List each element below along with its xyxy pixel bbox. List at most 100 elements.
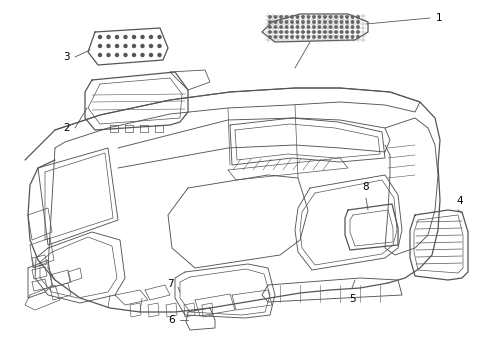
Circle shape xyxy=(149,54,152,57)
Circle shape xyxy=(291,26,293,28)
Circle shape xyxy=(313,36,315,38)
Text: 2: 2 xyxy=(63,123,70,133)
Circle shape xyxy=(269,16,271,18)
Circle shape xyxy=(340,26,343,28)
Circle shape xyxy=(285,21,288,23)
Circle shape xyxy=(324,36,326,38)
Circle shape xyxy=(132,45,136,48)
Circle shape xyxy=(291,31,293,33)
Circle shape xyxy=(324,31,326,33)
Circle shape xyxy=(307,36,310,38)
Circle shape xyxy=(291,36,293,38)
Circle shape xyxy=(269,36,271,38)
Circle shape xyxy=(335,31,337,33)
Circle shape xyxy=(340,31,343,33)
Circle shape xyxy=(318,21,320,23)
Text: 4: 4 xyxy=(457,196,464,206)
Circle shape xyxy=(124,36,127,39)
Circle shape xyxy=(351,36,354,38)
Circle shape xyxy=(346,31,348,33)
Circle shape xyxy=(302,36,304,38)
Circle shape xyxy=(116,45,119,48)
Text: 3: 3 xyxy=(63,52,70,62)
Circle shape xyxy=(149,36,152,39)
Circle shape xyxy=(158,45,161,48)
Circle shape xyxy=(329,36,332,38)
Circle shape xyxy=(296,16,299,18)
Circle shape xyxy=(269,21,271,23)
Circle shape xyxy=(324,16,326,18)
Circle shape xyxy=(335,16,337,18)
Circle shape xyxy=(291,21,293,23)
Circle shape xyxy=(318,31,320,33)
Circle shape xyxy=(107,36,110,39)
Circle shape xyxy=(107,45,110,48)
Circle shape xyxy=(274,31,277,33)
Circle shape xyxy=(357,31,359,33)
Circle shape xyxy=(307,21,310,23)
Circle shape xyxy=(296,21,299,23)
Circle shape xyxy=(116,36,119,39)
Circle shape xyxy=(335,36,337,38)
Circle shape xyxy=(313,31,315,33)
Circle shape xyxy=(357,16,359,18)
Circle shape xyxy=(285,36,288,38)
Text: 8: 8 xyxy=(363,182,369,192)
Circle shape xyxy=(324,26,326,28)
Circle shape xyxy=(285,26,288,28)
Circle shape xyxy=(285,16,288,18)
Circle shape xyxy=(313,21,315,23)
Circle shape xyxy=(329,31,332,33)
Circle shape xyxy=(346,16,348,18)
Circle shape xyxy=(307,31,310,33)
Circle shape xyxy=(340,16,343,18)
Circle shape xyxy=(313,16,315,18)
Circle shape xyxy=(116,54,119,57)
Circle shape xyxy=(280,21,282,23)
Circle shape xyxy=(280,26,282,28)
Text: 5: 5 xyxy=(349,294,355,304)
Circle shape xyxy=(141,45,144,48)
Circle shape xyxy=(302,16,304,18)
Circle shape xyxy=(141,36,144,39)
Circle shape xyxy=(296,36,299,38)
Circle shape xyxy=(280,36,282,38)
Circle shape xyxy=(274,21,277,23)
Circle shape xyxy=(149,45,152,48)
Circle shape xyxy=(98,36,101,39)
Circle shape xyxy=(274,16,277,18)
Circle shape xyxy=(274,36,277,38)
Circle shape xyxy=(346,26,348,28)
Circle shape xyxy=(280,31,282,33)
Circle shape xyxy=(124,45,127,48)
Circle shape xyxy=(335,26,337,28)
Circle shape xyxy=(291,16,293,18)
Circle shape xyxy=(269,31,271,33)
Circle shape xyxy=(302,26,304,28)
Circle shape xyxy=(346,21,348,23)
Circle shape xyxy=(285,31,288,33)
Circle shape xyxy=(307,16,310,18)
Circle shape xyxy=(318,36,320,38)
Text: 1: 1 xyxy=(436,13,442,23)
Circle shape xyxy=(357,21,359,23)
Circle shape xyxy=(357,36,359,38)
Circle shape xyxy=(307,26,310,28)
Circle shape xyxy=(158,54,161,57)
Circle shape xyxy=(98,54,101,57)
Circle shape xyxy=(296,26,299,28)
Circle shape xyxy=(346,36,348,38)
Circle shape xyxy=(351,31,354,33)
Circle shape xyxy=(351,16,354,18)
Circle shape xyxy=(107,54,110,57)
Circle shape xyxy=(329,21,332,23)
Circle shape xyxy=(269,26,271,28)
Circle shape xyxy=(335,21,337,23)
Circle shape xyxy=(329,16,332,18)
Circle shape xyxy=(313,26,315,28)
Circle shape xyxy=(351,21,354,23)
Circle shape xyxy=(98,45,101,48)
Circle shape xyxy=(132,54,136,57)
Circle shape xyxy=(124,54,127,57)
Circle shape xyxy=(132,36,136,39)
